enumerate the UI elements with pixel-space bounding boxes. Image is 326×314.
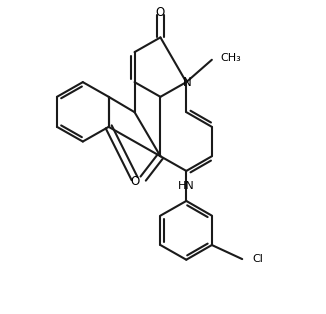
Text: HN: HN — [178, 181, 195, 191]
Text: N: N — [183, 76, 192, 89]
Text: Cl: Cl — [252, 254, 263, 264]
Text: O: O — [156, 6, 165, 19]
Text: O: O — [130, 175, 139, 188]
Text: CH₃: CH₃ — [220, 53, 241, 63]
